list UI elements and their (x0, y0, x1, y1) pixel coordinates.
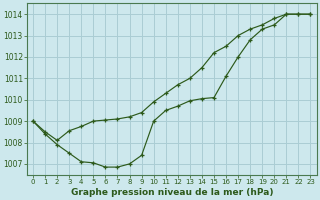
X-axis label: Graphe pression niveau de la mer (hPa): Graphe pression niveau de la mer (hPa) (70, 188, 273, 197)
